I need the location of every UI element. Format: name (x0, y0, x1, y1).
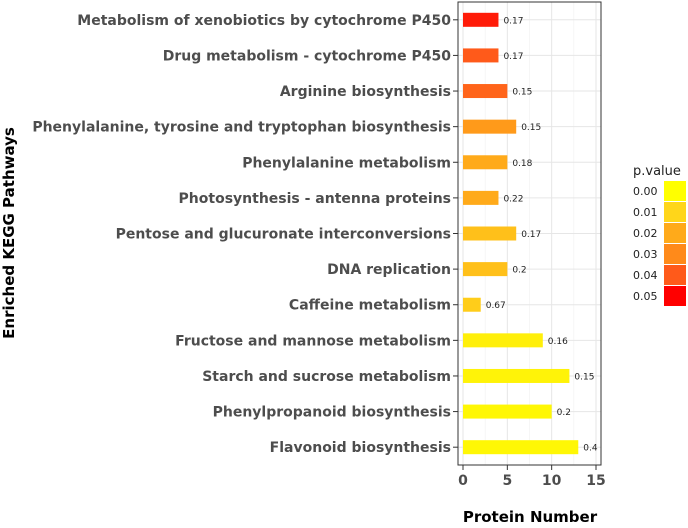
category-label: DNA replication (327, 262, 451, 278)
category-label: Photosynthesis - antenna proteins (179, 191, 451, 207)
bar (463, 440, 579, 455)
category-label: Metabolism of xenobiotics by cytochrome … (77, 13, 451, 29)
bar-value-label: 0.18 (512, 159, 532, 169)
category-label: Phenylpropanoid biosynthesis (213, 405, 451, 421)
bar (463, 262, 508, 277)
category-label: Flavonoid biosynthesis (270, 440, 451, 456)
bar-value-label: 0.17 (503, 52, 523, 62)
x-tick-label: 15 (586, 473, 605, 489)
bar-value-label: 0.16 (548, 337, 568, 347)
category-label: Starch and sucrose metabolism (202, 369, 451, 385)
legend-label: 0.02 (633, 227, 658, 240)
bar-value-label: 0.2 (557, 408, 571, 418)
bar-value-label: 0.67 (486, 301, 506, 311)
bar-value-label: 0.17 (521, 230, 541, 240)
legend-key (664, 265, 686, 285)
legend-key (664, 223, 686, 243)
bar (463, 333, 543, 348)
bar-value-label: 0.15 (574, 372, 594, 382)
bar-value-label: 0.15 (521, 123, 541, 133)
bar (463, 368, 570, 383)
category-label: Pentose and glucuronate interconversions (116, 227, 451, 243)
legend-label: 0.01 (633, 206, 658, 219)
bar (463, 12, 499, 27)
legend-key (664, 202, 686, 222)
legend-label: 0.00 (633, 185, 658, 198)
x-tick-label: 0 (458, 473, 468, 489)
legend-label: 0.03 (633, 248, 658, 261)
category-label: Caffeine metabolism (289, 298, 451, 314)
plot-panel-border (457, 1, 602, 466)
bar (463, 297, 481, 312)
category-label: Fructose and mannose metabolism (175, 333, 451, 349)
y-axis-title: Enriched KEGG Pathways (0, 127, 18, 339)
bar (463, 190, 499, 205)
legend-label: 0.05 (633, 290, 658, 303)
bar-value-label: 0.4 (583, 444, 598, 454)
bar (463, 226, 517, 241)
bar-value-label: 0.22 (503, 194, 523, 204)
bar (463, 155, 508, 170)
x-axis-title: Protein Number (463, 508, 598, 524)
category-label: Phenylalanine metabolism (242, 155, 451, 171)
legend-key (664, 181, 686, 201)
bar-value-label: 0.2 (512, 266, 526, 276)
legend-key (664, 244, 686, 264)
bar-value-label: 0.15 (512, 88, 532, 98)
x-tick-label: 10 (542, 473, 562, 489)
x-tick-label: 5 (502, 473, 512, 489)
bar-value-label: 0.17 (503, 16, 523, 26)
category-label: Arginine biosynthesis (280, 84, 451, 100)
bar (463, 119, 517, 134)
bar (463, 404, 552, 419)
bar (463, 84, 508, 99)
legend-key (664, 286, 686, 306)
category-label: Drug metabolism - cytochrome P450 (163, 48, 452, 64)
legend-title: p.value (633, 164, 681, 179)
bar (463, 48, 499, 63)
category-label: Phenylalanine, tyrosine and tryptophan b… (32, 120, 451, 136)
legend-label: 0.04 (633, 269, 658, 282)
